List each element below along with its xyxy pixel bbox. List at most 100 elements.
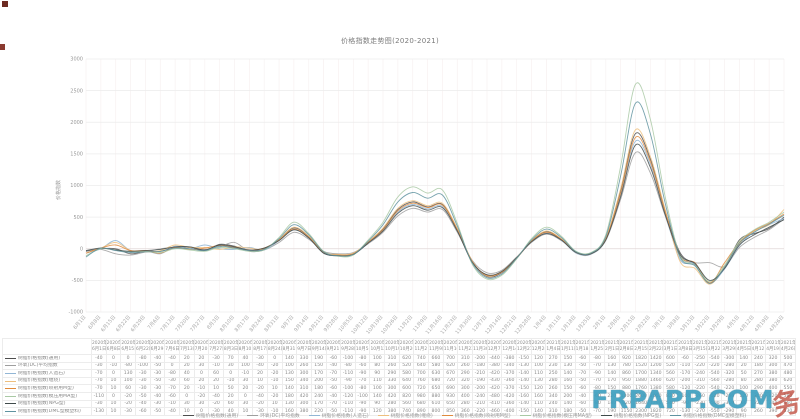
date-column-header: 2020年11月2日 bbox=[413, 338, 430, 355]
table-cell: -20 bbox=[208, 399, 224, 409]
table-cell: -420 bbox=[501, 391, 518, 401]
table-cell: -40 bbox=[134, 399, 151, 409]
date-column-header: 2020年11月16日 bbox=[442, 338, 459, 355]
table-cell: 700 bbox=[442, 354, 459, 363]
horizontal-gridlines bbox=[86, 58, 784, 313]
table-cell: -80 bbox=[120, 361, 136, 371]
table-cell: -100 bbox=[340, 384, 356, 393]
table-cell: 60 bbox=[208, 369, 224, 378]
table-cell: 310 bbox=[457, 354, 474, 363]
table-cell: -360 bbox=[501, 376, 518, 386]
series-legend-item[interactable]: 树脂价格指数(通用) bbox=[2, 354, 92, 363]
table-cell: -30 bbox=[120, 407, 136, 416]
table-cell: 630 bbox=[428, 369, 444, 378]
table-cell: 140 bbox=[369, 391, 386, 401]
table-cell: -70 bbox=[589, 361, 605, 371]
bottom-legend-item[interactable]: 树脂价格指数(缠绕) bbox=[377, 412, 433, 419]
table-cell: 140 bbox=[735, 354, 752, 363]
svg-text:-1000: -1000 bbox=[68, 310, 83, 316]
bottom-legend-item[interactable]: 树脂价格指数(喷射用M型) bbox=[441, 412, 511, 419]
date-column-header: 2020年 6月8日 bbox=[105, 338, 122, 355]
table-cell: -170 bbox=[677, 369, 693, 378]
date-column-header: 2020年8月17日 bbox=[252, 338, 268, 355]
date-column-header: 2021年 2月8日 bbox=[618, 338, 635, 355]
bottom-legend-item[interactable]: 树脂价格指数(模压用MA型) bbox=[519, 412, 592, 419]
date-column-header: 2021年4月12日 bbox=[750, 338, 767, 355]
table-cell: 1700 bbox=[633, 369, 649, 378]
series-legend-item[interactable]: 树脂价格指数(喷射用M型) bbox=[2, 384, 92, 393]
table-cell: -40 bbox=[252, 361, 268, 371]
table-cell: 100 bbox=[237, 361, 254, 371]
table-cell: -20 bbox=[266, 361, 283, 371]
series-legend-item[interactable]: 树脂价格指数(DMC型模塑料) bbox=[2, 407, 92, 416]
table-cell: 20 bbox=[178, 354, 195, 363]
bottom-legend-item[interactable]: 树脂价格指数(NPG型) bbox=[600, 412, 661, 419]
table-cell: -40 bbox=[149, 354, 166, 363]
table-cell: 130 bbox=[530, 376, 547, 386]
table-cell: -70 bbox=[91, 384, 107, 393]
table-cell: 740 bbox=[413, 354, 430, 363]
date-column-header: 2021年3月22日 bbox=[706, 338, 723, 355]
series-legend-item[interactable]: 树脂价格指数(缠绕) bbox=[2, 376, 92, 386]
table-cell: 690 bbox=[442, 384, 459, 393]
series-legend-item[interactable]: 树脂价格指数(NPG型) bbox=[2, 399, 92, 409]
table-cell: -70 bbox=[91, 369, 107, 378]
table-cell: 20 bbox=[237, 384, 254, 393]
svg-text:1500: 1500 bbox=[70, 152, 83, 158]
table-cell: 90 bbox=[369, 369, 386, 378]
table-cell: -90 bbox=[589, 369, 605, 378]
table-cell: -70 bbox=[354, 376, 371, 386]
svg-text:7月27日: 7月27日 bbox=[189, 314, 206, 333]
table-cell: 30 bbox=[222, 361, 239, 371]
series-legend-item[interactable]: 环氧(DC)平均指数 bbox=[2, 361, 92, 371]
table-cell: -50 bbox=[574, 376, 591, 386]
table-cell: 160 bbox=[530, 391, 547, 401]
table-cell: 560 bbox=[398, 399, 415, 409]
table-cell: -80 bbox=[354, 354, 371, 363]
table-cell: 530 bbox=[779, 407, 797, 416]
series-line bbox=[85, 82, 785, 283]
series-legend-item[interactable]: 树脂价格指数(模压用MA型) bbox=[2, 391, 92, 401]
date-column-header: 2020年12月14日 bbox=[501, 338, 518, 355]
bottom-legend-item[interactable]: 树脂价格指数(DMC型模塑料) bbox=[670, 412, 746, 419]
series-line bbox=[85, 143, 785, 281]
table-cell: 670 bbox=[442, 369, 459, 378]
y-axis-labels: -1000 -500 0 500 1000 1500 2000 2500 3000 bbox=[68, 57, 83, 316]
table-cell: -50 bbox=[149, 376, 166, 386]
table-cell: -30 bbox=[91, 361, 107, 371]
date-column-header: 2020年10月19日 bbox=[384, 338, 400, 355]
table-cell: -30 bbox=[134, 384, 151, 393]
table-cell: 290 bbox=[457, 369, 474, 378]
table-cell: 720 bbox=[442, 376, 459, 386]
table-cell: -30 bbox=[164, 376, 180, 386]
table-cell: 150 bbox=[281, 376, 298, 386]
legend-line-icon bbox=[5, 410, 16, 412]
table-cell: -10 bbox=[208, 361, 224, 371]
table-cell: -540 bbox=[706, 369, 723, 378]
series-legend-item[interactable]: 树脂价格指数(人造石) bbox=[2, 369, 92, 378]
table-cell: 340 bbox=[545, 391, 561, 401]
table-cell: 280 bbox=[545, 376, 561, 386]
table-cell: 340 bbox=[296, 376, 312, 386]
table-cell: -40 bbox=[325, 391, 342, 401]
table-cell: 60 bbox=[120, 384, 136, 393]
table-cell: 240 bbox=[750, 354, 767, 363]
table-cell: -40 bbox=[164, 354, 180, 363]
date-column-header: 2021年 4月5日 bbox=[735, 338, 752, 355]
table-cell: 240 bbox=[310, 391, 327, 401]
table-cell: 100 bbox=[369, 384, 386, 393]
table-cell: 260 bbox=[296, 361, 312, 371]
table-cell: 1200 bbox=[647, 361, 664, 371]
bottom-legend-item[interactable]: 树脂价格指数(通用) bbox=[183, 412, 238, 419]
table-cell: 140 bbox=[560, 369, 576, 378]
bottom-legend-item[interactable]: 树脂价格指数(人造石) bbox=[308, 412, 369, 419]
table-cell: 130 bbox=[120, 369, 136, 378]
table-cell: -200 bbox=[677, 376, 693, 386]
date-column-header: 2020年6月15日 bbox=[120, 338, 136, 355]
bottom-legend-item[interactable]: 环氧(DC)平均指数 bbox=[247, 412, 300, 419]
date-column-header: 2020年12月7日 bbox=[486, 338, 503, 355]
table-cell: -130 bbox=[516, 361, 532, 371]
table-cell: 130 bbox=[560, 361, 576, 371]
legend-column-header bbox=[2, 338, 92, 355]
table-cell: -310 bbox=[691, 376, 708, 386]
